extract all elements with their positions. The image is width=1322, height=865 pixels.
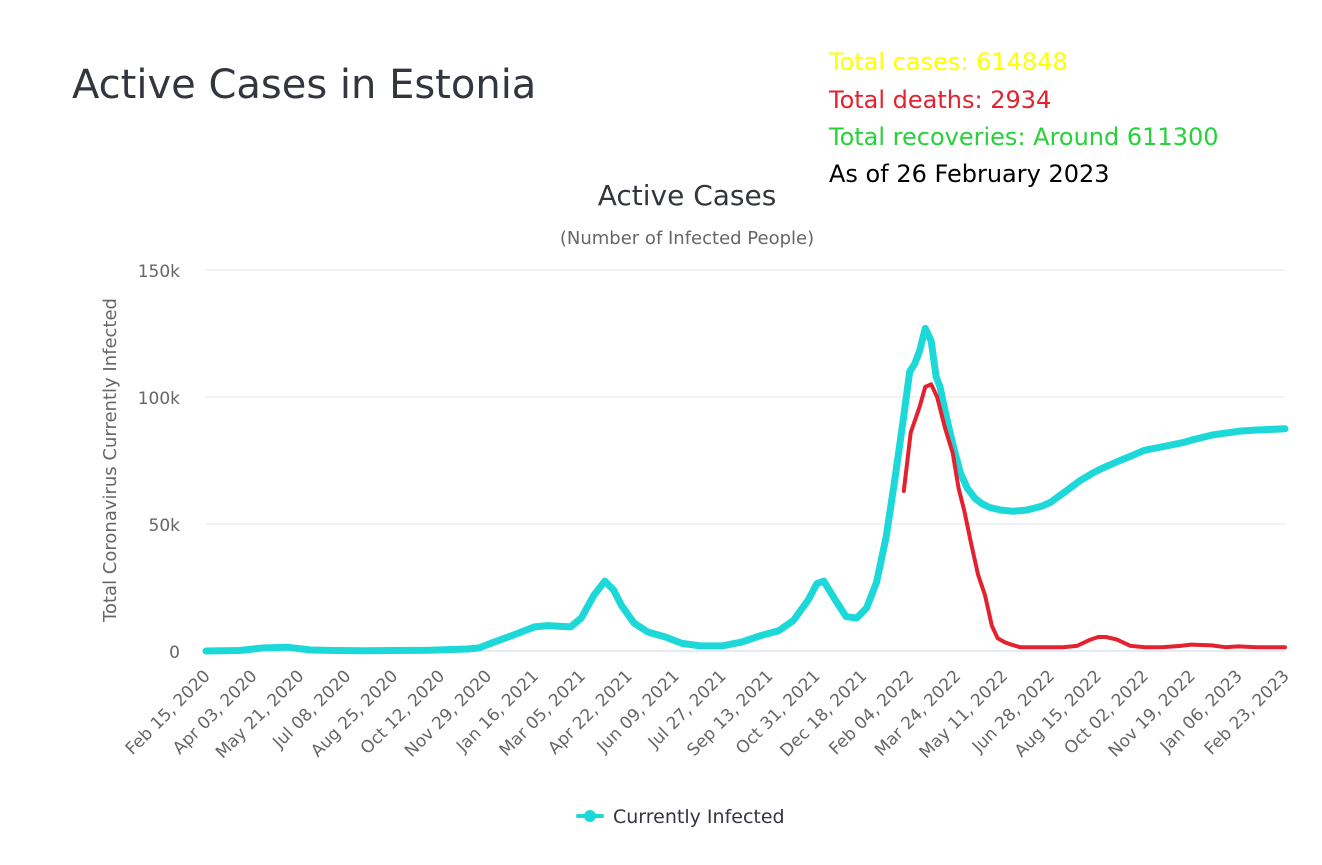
x-tick-label: Feb 23, 2023 xyxy=(1201,666,1294,759)
series-line-currently-infected xyxy=(202,324,1289,655)
y-tick-label: 50k xyxy=(149,516,181,536)
total-cases-stat: Total cases: 614848 xyxy=(829,48,1068,76)
y-tick-label: 0 xyxy=(169,643,180,663)
y-axis-label: Total Coronavirus Currently Infected xyxy=(100,298,121,623)
total-deaths-stat: Total deaths: 2934 xyxy=(829,86,1052,114)
series-line-red xyxy=(901,382,1287,650)
total-recoveries-stat: Total recoveries: Around 611300 xyxy=(829,123,1219,151)
series-lines xyxy=(202,324,1289,655)
y-tick-label: 150k xyxy=(138,262,180,282)
grid-lines xyxy=(206,269,1285,652)
legend-item-currently-infected[interactable]: Currently Infected xyxy=(576,806,785,828)
as-of-date: As of 26 February 2023 xyxy=(829,160,1110,188)
chart-subtitle: (Number of Infected People) xyxy=(560,228,814,249)
page-title: Active Cases in Estonia xyxy=(72,62,537,108)
chart-title: Active Cases xyxy=(598,179,777,212)
legend-label-currently-infected: Currently Infected xyxy=(613,806,785,828)
y-axis-ticks: 0 50k 100k 150k xyxy=(138,262,180,663)
y-tick-label: 100k xyxy=(138,389,180,409)
legend-marker-currently-infected xyxy=(584,810,596,822)
